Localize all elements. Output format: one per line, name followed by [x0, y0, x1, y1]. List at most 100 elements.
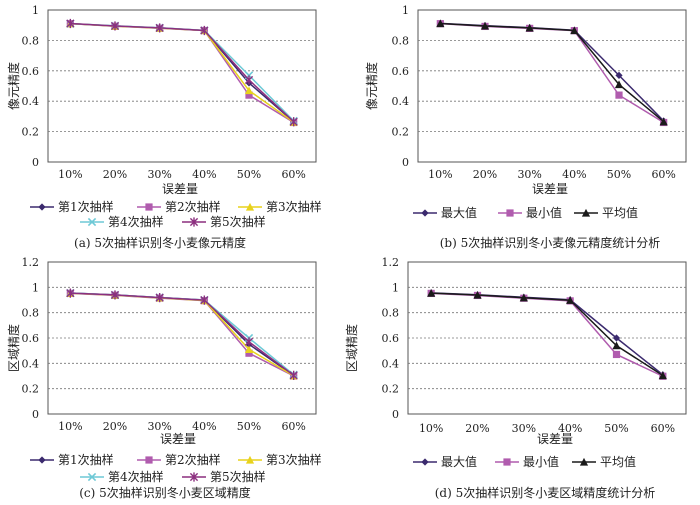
data-point	[480, 21, 490, 30]
data-point	[658, 371, 667, 380]
data-point	[566, 296, 575, 304]
chart-panel-a: 0 0.2 0.4 0.6 0.8 1 10% 20% 30% 40% 50% 60% 误差量 像元精度第…	[6, 4, 322, 250]
x-tick-label: 60%	[651, 422, 675, 435]
legend-item: 最小值	[495, 454, 559, 469]
y-tick-label: 0.2	[22, 126, 40, 139]
data-point	[155, 292, 164, 303]
data-point	[289, 370, 298, 380]
y-tick-label: 0.2	[22, 383, 40, 396]
data-point	[155, 23, 164, 33]
x-tick-label: 60%	[281, 168, 305, 181]
legend-item: 第5次抽样	[182, 214, 266, 229]
y-tick-label: 1	[402, 4, 409, 17]
y-tick-label: 0.4	[382, 357, 400, 370]
y-tick-label: 0	[32, 156, 39, 169]
legend-item: 第1次抽样	[30, 199, 114, 214]
legend-label: 第2次抽样	[165, 199, 221, 214]
x-tick-label: 10%	[419, 422, 443, 435]
series-1	[427, 289, 667, 379]
legend-label: 第1次抽样	[58, 199, 114, 214]
series-2	[66, 20, 298, 127]
data-point	[525, 23, 534, 32]
y-tick-label: 0	[392, 408, 399, 421]
series-2	[427, 289, 667, 380]
x-tick-label: 20%	[473, 168, 497, 181]
series-3	[66, 289, 298, 380]
data-point	[110, 21, 120, 31]
series-line	[431, 292, 664, 377]
data-point	[244, 345, 254, 353]
series-5	[66, 288, 298, 380]
legend-swatch-marker	[421, 209, 429, 217]
x-axis-label: 误差量	[162, 182, 198, 196]
data-point	[110, 290, 120, 300]
legend-swatch-marker	[421, 458, 429, 466]
data-point	[244, 75, 254, 85]
series-4	[66, 19, 298, 126]
data-point	[615, 91, 623, 99]
data-point	[612, 334, 621, 342]
y-axis-label: 区域精度	[344, 324, 359, 372]
chart-panel-d: 0 0.2 0.4 0.6 0.8 1 1.2 10% 20% 30% 40% 50% 60% 误差量 区域…	[344, 256, 687, 500]
legend-label: 第1次抽样	[58, 452, 114, 467]
legend-swatch-marker	[245, 455, 255, 464]
series-line	[440, 22, 665, 123]
plot-frame	[417, 9, 687, 163]
x-tick-label: 40%	[192, 420, 216, 433]
x-tick-label: 10%	[58, 420, 82, 433]
legend-label: 第4次抽样	[108, 214, 164, 229]
series-line	[70, 292, 295, 376]
x-tick-label: 30%	[147, 168, 171, 181]
series-line	[70, 22, 295, 123]
legend-item: 第4次抽样	[80, 214, 164, 229]
plot-frame	[47, 9, 317, 163]
legend-label: 第3次抽样	[266, 452, 322, 467]
y-tick-label: 0.8	[392, 34, 410, 47]
y-tick-label: 0.2	[392, 126, 410, 139]
y-tick-label: 0.4	[22, 95, 40, 108]
series-3	[427, 289, 667, 380]
legend-item: 第3次抽样	[238, 199, 322, 214]
legend-swatch-marker	[189, 217, 199, 227]
x-tick-label: 10%	[58, 168, 82, 181]
legend-swatch-marker	[506, 209, 514, 217]
legend-item: 第1次抽样	[30, 452, 114, 467]
x-tick-label: 50%	[604, 422, 628, 435]
legend-item: 平均值	[574, 205, 638, 220]
x-tick-label: 50%	[237, 168, 261, 181]
legend-swatch-marker	[581, 208, 591, 217]
y-tick-label: 0	[32, 408, 39, 421]
legend-label: 第5次抽样	[210, 214, 266, 229]
legend-swatch-marker	[38, 456, 46, 464]
data-point	[436, 19, 445, 28]
data-point	[614, 80, 624, 89]
data-point	[473, 290, 482, 299]
series-line	[431, 292, 664, 377]
chart-panel-c: 0 0.2 0.4 0.6 0.8 1 1.2 10% 20% 30% 40% 50% 60% 误差量 区域…	[6, 256, 322, 500]
legend-item: 平均值	[572, 454, 636, 469]
panel-caption: (a) 5次抽样识别冬小麦像元精度	[74, 235, 246, 250]
legend-label: 第5次抽样	[210, 469, 266, 484]
data-point	[289, 117, 298, 127]
data-point	[659, 117, 668, 126]
x-axis-label: 误差量	[160, 432, 196, 446]
y-tick-label: 0.4	[392, 95, 410, 108]
y-tick-label: 0.6	[392, 65, 410, 78]
y-axis-label: 像元精度	[6, 62, 21, 110]
legend-item: 最大值	[413, 205, 477, 220]
series-line	[70, 22, 295, 123]
data-point	[519, 293, 528, 302]
series-line	[431, 292, 664, 376]
y-tick-label: 0.4	[22, 357, 40, 370]
x-tick-label: 10%	[428, 168, 452, 181]
legend-item: 最大值	[413, 454, 477, 469]
x-tick-label: 40%	[192, 168, 216, 181]
series-5	[66, 18, 298, 127]
legend-swatch-marker	[189, 472, 199, 482]
legend-label: 第4次抽样	[108, 469, 164, 484]
legend-swatch-marker	[503, 458, 511, 466]
y-tick-label: 0.2	[382, 383, 400, 396]
panel-caption: (d) 5次抽样识别冬小麦区域精度统计分析	[435, 485, 656, 500]
